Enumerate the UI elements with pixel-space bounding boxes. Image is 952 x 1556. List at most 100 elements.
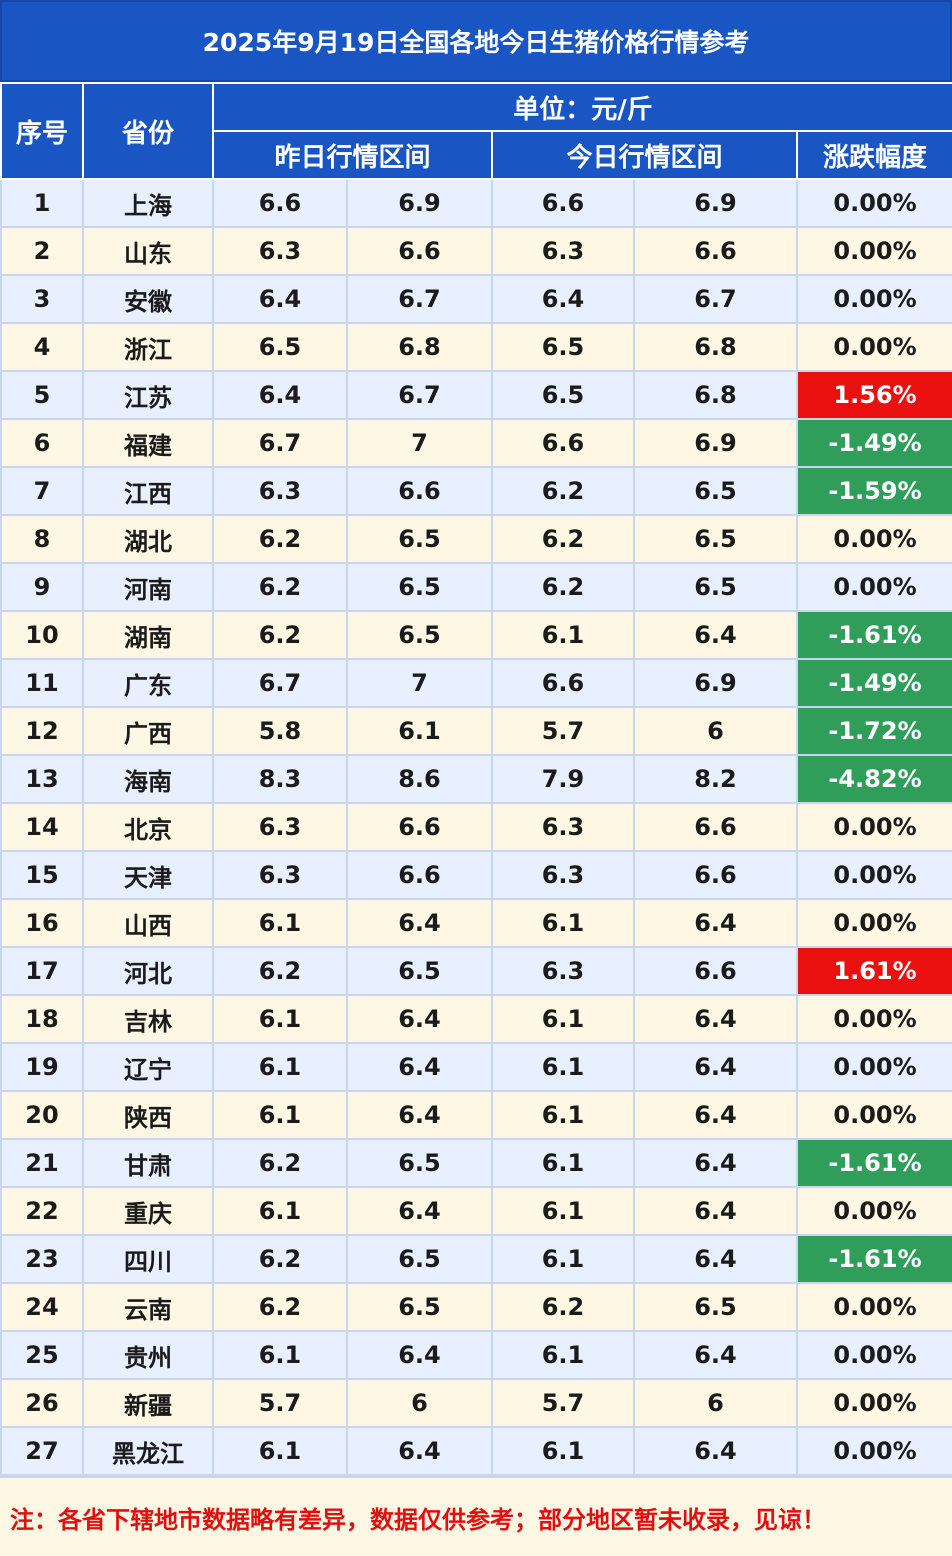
today-high: 8.2 bbox=[633, 754, 798, 804]
row-seq: 2 bbox=[0, 226, 84, 276]
today-high: 6.6 bbox=[633, 946, 798, 996]
today-high: 6.4 bbox=[633, 1090, 798, 1140]
change-cell: 0.00% bbox=[795, 898, 952, 948]
change-cell: 0.00% bbox=[795, 562, 952, 612]
today-high: 6.5 bbox=[633, 466, 798, 516]
row-province: 甘肃 bbox=[82, 1138, 214, 1188]
page-title: 2025年9月19日全国各地今日生猪价格行情参考 bbox=[0, 0, 952, 82]
today-low: 6.3 bbox=[491, 802, 635, 852]
today-high: 6 bbox=[633, 1378, 798, 1428]
yesterday-low: 6.6 bbox=[212, 178, 348, 228]
row-seq: 1 bbox=[0, 178, 84, 228]
row-province: 海南 bbox=[82, 754, 214, 804]
table-row: 19 辽宁 6.1 6.4 6.1 6.4 0.00% bbox=[0, 1042, 952, 1092]
price-table: 序号 省份 单位：元/斤 昨日行情区间 今日行情区间 涨跌幅度 1 上海 6.6 6.… bbox=[0, 82, 952, 1476]
today-high: 6.5 bbox=[633, 514, 798, 564]
row-seq: 13 bbox=[0, 754, 84, 804]
row-province: 吉林 bbox=[82, 994, 214, 1044]
row-seq: 14 bbox=[0, 802, 84, 852]
today-high: 6.6 bbox=[633, 226, 798, 276]
header-change: 涨跌幅度 bbox=[795, 130, 952, 180]
table-row: 23 四川 6.2 6.5 6.1 6.4 -1.61% bbox=[0, 1234, 952, 1284]
yesterday-high: 6 bbox=[346, 1378, 493, 1428]
yesterday-high: 6.4 bbox=[346, 994, 493, 1044]
change-cell: 0.00% bbox=[795, 850, 952, 900]
yesterday-high: 6.5 bbox=[346, 1282, 493, 1332]
yesterday-low: 8.3 bbox=[212, 754, 348, 804]
yesterday-low: 6.2 bbox=[212, 1234, 348, 1284]
today-high: 6.4 bbox=[633, 610, 798, 660]
yesterday-high: 6.6 bbox=[346, 850, 493, 900]
row-province: 山东 bbox=[82, 226, 214, 276]
today-high: 6.9 bbox=[633, 658, 798, 708]
today-low: 6.2 bbox=[491, 514, 635, 564]
yesterday-low: 6.1 bbox=[212, 1090, 348, 1140]
yesterday-low: 6.2 bbox=[212, 514, 348, 564]
row-seq: 15 bbox=[0, 850, 84, 900]
yesterday-high: 8.6 bbox=[346, 754, 493, 804]
table-row: 25 贵州 6.1 6.4 6.1 6.4 0.00% bbox=[0, 1330, 952, 1380]
table-row: 8 湖北 6.2 6.5 6.2 6.5 0.00% bbox=[0, 514, 952, 564]
today-low: 6.6 bbox=[491, 658, 635, 708]
row-province: 福建 bbox=[82, 418, 214, 468]
table-row: 18 吉林 6.1 6.4 6.1 6.4 0.00% bbox=[0, 994, 952, 1044]
today-high: 6.5 bbox=[633, 562, 798, 612]
row-seq: 25 bbox=[0, 1330, 84, 1380]
table-row: 7 江西 6.3 6.6 6.2 6.5 -1.59% bbox=[0, 466, 952, 516]
yesterday-low: 6.2 bbox=[212, 1138, 348, 1188]
row-province: 贵州 bbox=[82, 1330, 214, 1380]
today-low: 6.1 bbox=[491, 1330, 635, 1380]
row-province: 天津 bbox=[82, 850, 214, 900]
row-seq: 17 bbox=[0, 946, 84, 996]
row-province: 上海 bbox=[82, 178, 214, 228]
yesterday-low: 6.2 bbox=[212, 562, 348, 612]
yesterday-high: 6.1 bbox=[346, 706, 493, 756]
today-high: 6.4 bbox=[633, 1138, 798, 1188]
yesterday-high: 6.8 bbox=[346, 322, 493, 372]
change-cell: 0.00% bbox=[795, 802, 952, 852]
row-province: 江苏 bbox=[82, 370, 214, 420]
yesterday-high: 6.4 bbox=[346, 1426, 493, 1476]
row-province: 江西 bbox=[82, 466, 214, 516]
yesterday-low: 6.1 bbox=[212, 994, 348, 1044]
row-seq: 11 bbox=[0, 658, 84, 708]
yesterday-low: 6.3 bbox=[212, 802, 348, 852]
row-province: 辽宁 bbox=[82, 1042, 214, 1092]
change-cell: 0.00% bbox=[795, 994, 952, 1044]
yesterday-high: 6.7 bbox=[346, 274, 493, 324]
yesterday-low: 6.1 bbox=[212, 1330, 348, 1380]
table-row: 21 甘肃 6.2 6.5 6.1 6.4 -1.61% bbox=[0, 1138, 952, 1188]
today-low: 5.7 bbox=[491, 706, 635, 756]
row-seq: 20 bbox=[0, 1090, 84, 1140]
row-province: 广西 bbox=[82, 706, 214, 756]
row-province: 黑龙江 bbox=[82, 1426, 214, 1476]
yesterday-high: 6.5 bbox=[346, 514, 493, 564]
change-cell: 0.00% bbox=[795, 1426, 952, 1476]
yesterday-high: 6.4 bbox=[346, 1042, 493, 1092]
table-row: 16 山西 6.1 6.4 6.1 6.4 0.00% bbox=[0, 898, 952, 948]
yesterday-high: 6.6 bbox=[346, 226, 493, 276]
row-province: 广东 bbox=[82, 658, 214, 708]
table-row: 14 北京 6.3 6.6 6.3 6.6 0.00% bbox=[0, 802, 952, 852]
yesterday-low: 6.3 bbox=[212, 850, 348, 900]
today-high: 6.9 bbox=[633, 418, 798, 468]
today-high: 6.8 bbox=[633, 370, 798, 420]
yesterday-high: 6.5 bbox=[346, 1138, 493, 1188]
change-cell: -1.59% bbox=[795, 466, 952, 516]
change-cell: 0.00% bbox=[795, 514, 952, 564]
table-row: 22 重庆 6.1 6.4 6.1 6.4 0.00% bbox=[0, 1186, 952, 1236]
change-cell: 1.56% bbox=[795, 370, 952, 420]
yesterday-low: 6.2 bbox=[212, 946, 348, 996]
row-seq: 26 bbox=[0, 1378, 84, 1428]
row-seq: 18 bbox=[0, 994, 84, 1044]
today-low: 6.1 bbox=[491, 994, 635, 1044]
change-cell: -1.49% bbox=[795, 658, 952, 708]
today-low: 6.6 bbox=[491, 178, 635, 228]
yesterday-low: 6.3 bbox=[212, 226, 348, 276]
change-cell: -1.49% bbox=[795, 418, 952, 468]
today-low: 6.1 bbox=[491, 610, 635, 660]
yesterday-low: 6.7 bbox=[212, 418, 348, 468]
change-cell: -4.82% bbox=[795, 754, 952, 804]
yesterday-low: 6.3 bbox=[212, 466, 348, 516]
today-low: 6.3 bbox=[491, 850, 635, 900]
